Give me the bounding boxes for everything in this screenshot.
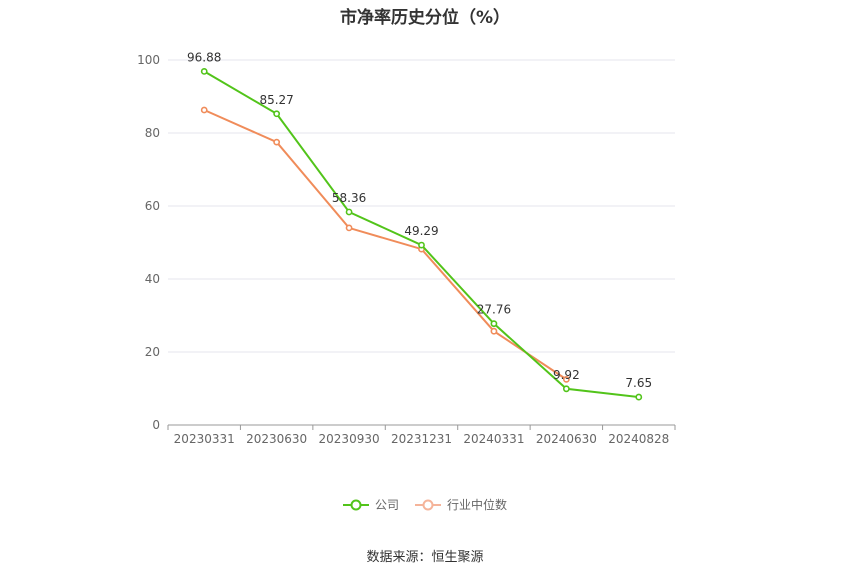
data-label: 49.29 [404,224,438,238]
chart-title: 市净率历史分位（%） [339,8,511,28]
data-point-industry-median[interactable] [490,327,498,335]
data-label: 9.92 [553,368,580,382]
legend-line-marker-icon [342,499,369,510]
data-label: 58.36 [332,191,366,205]
data-point-company[interactable] [200,67,208,75]
y-tick-label: 0 [152,418,160,432]
x-tick-label: 20240630 [536,432,597,446]
data-point-company[interactable] [635,393,643,401]
data-labels: 96.88 85.27 58.36 49.29 27.76 9.92 7.65 [187,50,652,390]
legend-item-industry-median[interactable]: 行业中位数 [415,496,507,513]
data-point-company[interactable] [562,385,570,393]
series-group [200,67,643,401]
legend-item-company[interactable]: 公司 [342,496,399,513]
y-tick-label: 20 [145,345,160,359]
data-label: 96.88 [187,50,221,64]
x-tick-label: 20230331 [174,432,235,446]
data-label: 27.76 [477,303,511,317]
legend-label-company: 公司 [374,498,399,512]
y-tick-label: 60 [145,199,160,213]
legend-label-industry-median: 行业中位数 [447,498,508,512]
data-point-company[interactable] [418,241,425,249]
axes: 0 20 40 60 80 100 20230331 20230630 20230930 2023… [137,53,676,446]
line-chart: 0 20 40 60 80 100 20230331 20230630 20230930 2023… [137,50,676,446]
x-tick-label: 20240828 [608,432,669,446]
series-line-industry-median [203,109,567,381]
gridlines [168,59,675,353]
data-label: 85.27 [259,93,293,107]
data-point-industry-median[interactable] [345,224,353,232]
x-tick-label: 20230930 [319,432,380,446]
x-tick-label: 20231231 [391,432,452,446]
legend-line-marker-icon [415,499,441,510]
data-point-industry-median[interactable] [562,375,570,383]
source-note: 数据来源：恒生聚源 [366,550,484,565]
x-tick-label: 20240331 [463,432,524,446]
y-tick-label: 40 [145,272,160,286]
x-tick-label: 20230630 [246,432,307,446]
data-point-company[interactable] [273,110,281,118]
data-point-industry-median[interactable] [200,106,208,114]
legend: 公司 行业中位数 [0,496,850,513]
data-point-company[interactable] [345,208,353,216]
y-tick-label: 80 [145,126,160,140]
data-point-company[interactable] [490,320,498,328]
y-tick-label: 100 [137,53,160,67]
data-point-industry-median[interactable] [273,138,281,146]
data-label: 7.65 [625,376,652,390]
